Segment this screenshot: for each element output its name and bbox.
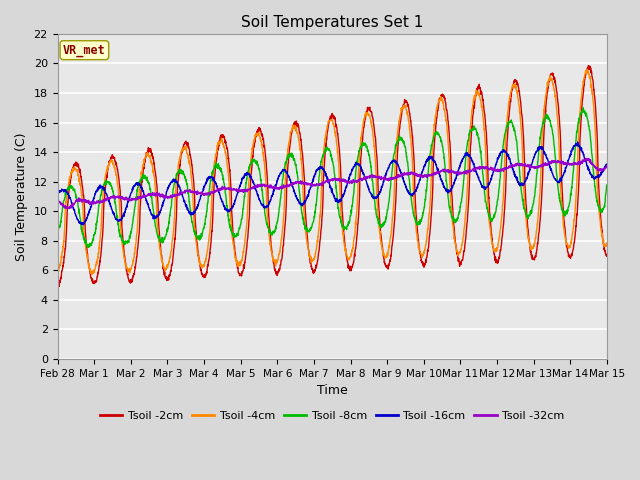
Title: Soil Temperatures Set 1: Soil Temperatures Set 1 — [241, 15, 424, 30]
Line: Tsoil -8cm: Tsoil -8cm — [58, 108, 607, 248]
Tsoil -16cm — [492, 162, 500, 168]
Line: Tsoil -32cm: Tsoil -32cm — [58, 158, 607, 209]
Y-axis label: Soil Temperature (C): Soil Temperature (C) — [15, 132, 28, 261]
Tsoil -16cm — [555, 180, 563, 185]
Tsoil -32cm — [207, 190, 215, 196]
Tsoil -16cm — [603, 161, 611, 167]
Tsoil -2cm — [360, 123, 368, 129]
Tsoil -8cm — [84, 245, 92, 251]
Tsoil -16cm — [574, 139, 582, 145]
Tsoil -4cm — [207, 214, 215, 219]
Legend: Tsoil -2cm, Tsoil -4cm, Tsoil -8cm, Tsoil -16cm, Tsoil -32cm: Tsoil -2cm, Tsoil -4cm, Tsoil -8cm, Tsoi… — [95, 407, 569, 426]
Tsoil -16cm — [348, 168, 356, 174]
Tsoil -2cm — [555, 105, 563, 111]
Tsoil -8cm — [603, 183, 611, 189]
Tsoil -4cm — [88, 272, 96, 277]
Tsoil -8cm — [207, 174, 215, 180]
X-axis label: Time: Time — [317, 384, 348, 397]
Tsoil -4cm — [584, 66, 591, 72]
Tsoil -2cm — [54, 284, 62, 289]
Tsoil -32cm — [582, 156, 589, 161]
Tsoil -4cm — [492, 246, 500, 252]
Tsoil -16cm — [54, 192, 61, 197]
Tsoil -2cm — [492, 260, 500, 265]
Tsoil -32cm — [555, 159, 563, 165]
Tsoil -8cm — [570, 160, 578, 166]
Tsoil -32cm — [348, 180, 356, 185]
Tsoil -16cm — [570, 144, 578, 149]
Tsoil -8cm — [360, 142, 368, 147]
Tsoil -4cm — [54, 247, 61, 252]
Line: Tsoil -2cm: Tsoil -2cm — [58, 66, 607, 287]
Tsoil -2cm — [207, 240, 215, 245]
Tsoil -2cm — [603, 252, 611, 258]
Tsoil -8cm — [54, 225, 61, 231]
Tsoil -32cm — [492, 167, 500, 173]
Tsoil -8cm — [492, 208, 500, 214]
Text: VR_met: VR_met — [63, 44, 106, 57]
Tsoil -4cm — [555, 134, 563, 140]
Line: Tsoil -16cm: Tsoil -16cm — [58, 142, 607, 225]
Tsoil -8cm — [579, 105, 587, 110]
Tsoil -16cm — [207, 174, 215, 180]
Tsoil -4cm — [348, 249, 356, 254]
Tsoil -2cm — [54, 284, 61, 289]
Tsoil -2cm — [584, 63, 592, 69]
Tsoil -16cm — [360, 172, 368, 178]
Tsoil -32cm — [603, 163, 611, 169]
Tsoil -2cm — [348, 264, 356, 270]
Tsoil -32cm — [570, 162, 578, 168]
Tsoil -4cm — [570, 219, 578, 225]
Tsoil -8cm — [555, 190, 563, 195]
Tsoil -32cm — [360, 175, 368, 181]
Tsoil -2cm — [570, 241, 578, 247]
Tsoil -32cm — [64, 206, 72, 212]
Tsoil -4cm — [360, 116, 368, 121]
Tsoil -16cm — [79, 222, 86, 228]
Tsoil -8cm — [348, 203, 356, 209]
Line: Tsoil -4cm: Tsoil -4cm — [58, 69, 607, 275]
Tsoil -32cm — [54, 196, 61, 202]
Tsoil -4cm — [603, 240, 611, 246]
